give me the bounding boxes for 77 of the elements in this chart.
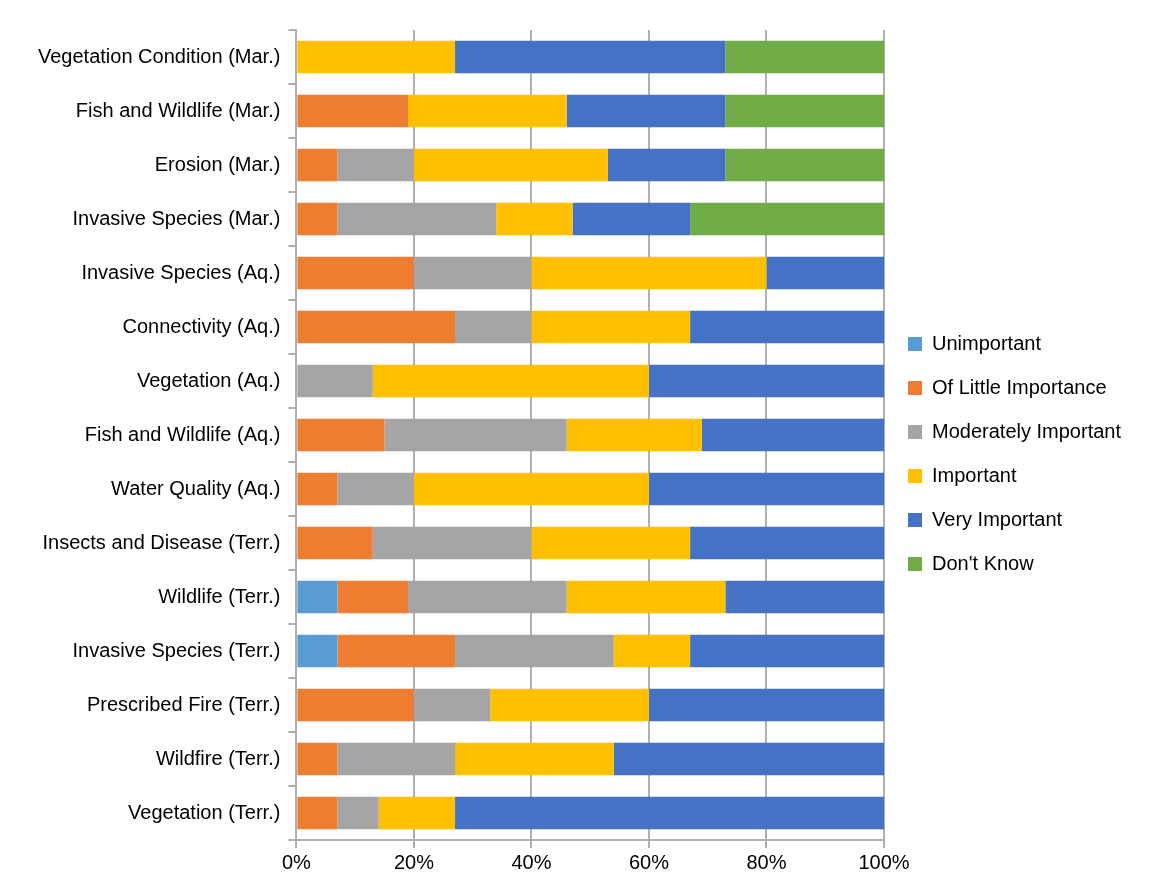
y-tick-label: Wildfire (Terr.) [155,746,281,769]
bar [297,796,338,830]
bar [372,364,649,398]
bar [378,796,456,830]
bar [297,94,409,128]
y-tick-label: Vegetation Condition (Mar.) [37,44,281,67]
bar [337,580,409,614]
bar [648,364,885,398]
bar [297,634,338,668]
bar [690,310,885,344]
y-tick-label: Water Quality (Aq.) [111,476,281,499]
bar [766,256,885,290]
bar [496,202,573,236]
legend-label: Of Little Importance [932,375,1107,398]
bar [648,472,885,506]
y-tick-label: Erosion (Mar.) [154,152,281,175]
bar [613,742,885,776]
bar [297,526,373,560]
bar [413,472,649,506]
bar [566,418,702,452]
y-tick-label: Vegetation (Aq.) [136,368,281,391]
y-tick-label: Fish and Wildlife (Mar.) [75,98,281,121]
bar [725,580,885,614]
bar [725,94,885,128]
legend-label: Important [932,463,1017,486]
bar [297,472,338,506]
x-tick-label: 100% [858,850,910,873]
bar [648,688,885,722]
x-tick-label: 20% [393,850,435,873]
bar [566,580,726,614]
bar [455,40,726,74]
y-tick-label: Invasive Species (Aq.) [81,260,281,283]
bar [531,526,691,560]
bar [297,742,338,776]
y-tick-label: Wildlife (Terr.) [158,584,281,607]
bar [725,148,885,182]
bar [531,256,767,290]
x-tick-label: 0% [281,850,312,873]
bar [701,418,885,452]
y-tick-label: Invasive Species (Mar.) [72,206,281,229]
y-tick-label: Vegetation (Terr.) [128,800,281,823]
y-tick-label: Fish and Wildlife (Aq.) [84,422,281,445]
bar [690,526,885,560]
bar [408,94,567,128]
legend-label: Don't Know [932,551,1035,574]
bar [297,688,414,722]
bar [531,310,691,344]
bar [690,634,885,668]
bar [297,40,456,74]
bar [455,796,885,830]
bar [297,310,456,344]
x-tick-label: 60% [628,850,670,873]
legend-label: Unimportant [932,331,1042,354]
bar [413,148,608,182]
bar [337,634,456,668]
bar [572,202,691,236]
y-tick-label: Connectivity (Aq.) [122,314,281,337]
bar [337,796,379,830]
y-tick-label: Invasive Species (Terr.) [72,638,281,661]
bar [490,688,649,722]
bar [566,94,726,128]
bar [297,202,338,236]
bar [297,580,338,614]
bar [297,256,414,290]
bar [725,40,885,74]
bar [297,418,385,452]
y-tick-label: Insects and Disease (Terr.) [42,530,281,553]
bar [607,148,726,182]
legend-label: Very Important [932,507,1063,530]
legend-label: Moderately Important [932,419,1122,442]
y-tick-label: Prescribed Fire (Terr.) [86,692,281,715]
bar [297,148,338,182]
bar [690,202,885,236]
x-tick-label: 80% [746,850,787,873]
bar [455,742,614,776]
bar [613,634,691,668]
x-tick-label: 40% [511,850,552,873]
